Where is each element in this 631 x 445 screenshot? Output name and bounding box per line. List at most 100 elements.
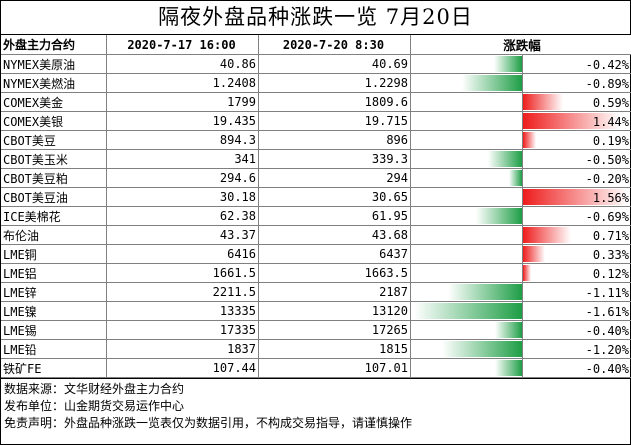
quote-table: 外盘主力合约 2020-7-17 16:00 2020-7-20 8:30 涨跌… (1, 35, 631, 378)
table-row: LME锡 17335 17265 -0.40% (1, 320, 631, 340)
change-cell: -0.40% (410, 320, 631, 340)
change-cell: -1.20% (410, 339, 631, 359)
table-row: CBOT美豆油 30.18 30.65 1.56% (1, 187, 631, 207)
price-date2: 896 (258, 130, 411, 150)
price-date1: 13335 (106, 301, 259, 321)
price-date1: 294.6 (106, 168, 259, 188)
change-cell: -0.89% (410, 73, 631, 93)
price-date1: 30.18 (106, 187, 259, 207)
change-percent: -0.69% (585, 209, 629, 224)
price-date2: 1815 (258, 339, 411, 359)
footer-notes: 数据来源：文华财经外盘主力合约 发布单位：山金期货交易运作中心 免责声明：外盘品… (1, 378, 630, 432)
zero-axis (522, 169, 523, 187)
change-bar-positive (523, 265, 531, 281)
change-percent: -0.50% (585, 152, 629, 167)
zero-axis (522, 321, 523, 339)
price-date2: 19.715 (258, 111, 411, 131)
table-row: LME铅 1837 1815 -1.20% (1, 339, 631, 359)
table-row: CBOT美玉米 341 339.3 -0.50% (1, 149, 631, 169)
change-cell: 0.19% (410, 130, 631, 150)
change-cell: -0.20% (410, 168, 631, 188)
contract-name: COMEX美金 (1, 92, 107, 112)
header-date2: 2020-7-20 8:30 (258, 35, 411, 55)
contract-name: 铁矿FE (1, 358, 107, 378)
price-date2: 2187 (258, 282, 411, 302)
contract-name: LME铝 (1, 263, 107, 283)
price-date2: 61.95 (258, 206, 411, 226)
zero-axis (522, 207, 523, 225)
contract-name: LME铅 (1, 339, 107, 359)
price-date1: 19.435 (106, 111, 259, 131)
change-percent: 0.12% (592, 266, 629, 281)
price-date1: 107.44 (106, 358, 259, 378)
change-bar-negative (448, 284, 522, 300)
change-percent: -1.20% (585, 342, 629, 357)
change-percent: -0.89% (585, 76, 629, 91)
price-date1: 1799 (106, 92, 259, 112)
change-bar-positive (523, 113, 620, 129)
zero-axis (522, 340, 523, 358)
table-row: 布伦油 43.37 43.68 0.71% (1, 225, 631, 245)
price-date1: 62.38 (106, 206, 259, 226)
contract-name: CBOT美豆油 (1, 187, 107, 207)
change-percent: 0.19% (592, 133, 629, 148)
zero-axis (522, 264, 523, 282)
price-date2: 13120 (258, 301, 411, 321)
price-date1: 894.3 (106, 130, 259, 150)
change-bar-positive (523, 132, 536, 148)
price-date1: 341 (106, 149, 259, 169)
contract-name: LME锌 (1, 282, 107, 302)
change-bar-positive (523, 94, 563, 110)
change-bar-positive (523, 227, 571, 243)
price-date2: 1.2298 (258, 73, 411, 93)
change-cell: 1.44% (410, 111, 631, 131)
footer-source: 数据来源：文华财经外盘主力合约 (4, 382, 185, 396)
header-change: 涨跌幅 (410, 35, 631, 55)
change-percent: 0.59% (592, 95, 629, 110)
change-cell: -1.61% (410, 301, 631, 321)
contract-name: CBOT美玉米 (1, 149, 107, 169)
table-row: NYMEX美原油 40.86 40.69 -0.42% (1, 54, 631, 74)
price-date2: 17265 (258, 320, 411, 340)
zero-axis (522, 188, 523, 206)
zero-axis (522, 74, 523, 92)
change-cell: -0.50% (410, 149, 631, 169)
change-cell: -1.11% (410, 282, 631, 302)
change-bar-negative (509, 170, 522, 186)
price-date1: 43.37 (106, 225, 259, 245)
change-percent: 0.71% (592, 228, 629, 243)
contract-name: NYMEX美燃油 (1, 73, 107, 93)
table-row: 铁矿FE 107.44 107.01 -0.40% (1, 358, 631, 378)
zero-axis (522, 302, 523, 320)
change-bar-negative (495, 360, 522, 376)
change-percent: 0.33% (592, 247, 629, 262)
change-cell: -0.42% (410, 54, 631, 74)
contract-name: CBOT美豆粕 (1, 168, 107, 188)
contract-name: LME铜 (1, 244, 107, 264)
contract-name: ICE美棉花 (1, 206, 107, 226)
zero-axis (522, 131, 523, 149)
change-percent: 1.44% (592, 114, 629, 129)
table-row: NYMEX美燃油 1.2408 1.2298 -0.89% (1, 73, 631, 93)
change-cell: -0.69% (410, 206, 631, 226)
price-date2: 30.65 (258, 187, 411, 207)
zero-axis (522, 283, 523, 301)
change-percent: -1.11% (585, 285, 629, 300)
zero-axis (522, 93, 523, 111)
change-cell: 0.59% (410, 92, 631, 112)
change-cell: 0.33% (410, 244, 631, 264)
table-body: NYMEX美原油 40.86 40.69 -0.42% NYMEX美燃油 1.2408 1.… (1, 54, 631, 378)
price-date2: 1663.5 (258, 263, 411, 283)
price-date1: 17335 (106, 320, 259, 340)
contract-name: LME镍 (1, 301, 107, 321)
table-row: LME铜 6416 6437 0.33% (1, 244, 631, 264)
change-percent: -0.42% (585, 57, 629, 72)
header-date1: 2020-7-17 16:00 (106, 35, 259, 55)
price-date2: 6437 (258, 244, 411, 264)
contract-name: CBOT美豆 (1, 130, 107, 150)
table-header-row: 外盘主力合约 2020-7-17 16:00 2020-7-20 8:30 涨跌… (1, 35, 631, 55)
price-date2: 107.01 (258, 358, 411, 378)
change-bar-negative (488, 151, 522, 167)
table-row: ICE美棉花 62.38 61.95 -0.69% (1, 206, 631, 226)
